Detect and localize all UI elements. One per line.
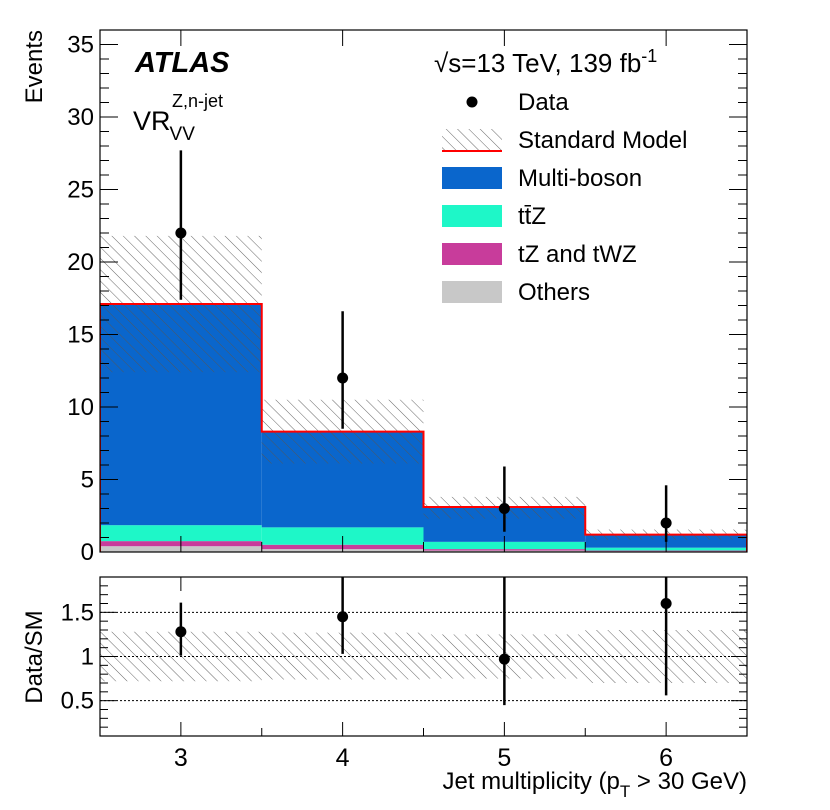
legend-swatch-others: [442, 281, 502, 303]
x-tick-label: 4: [336, 744, 350, 772]
legend-data-marker: [466, 96, 478, 108]
x-tick-label: 3: [174, 744, 188, 772]
y-tick-label: 0: [81, 539, 94, 566]
legend-label: Others: [518, 279, 590, 306]
legend-swatch-multi_boson: [442, 167, 502, 189]
y-tick-label: 5: [81, 467, 94, 494]
x-axis-title-tail: > 30 GeV): [630, 768, 747, 795]
y-tick-label: 25: [67, 177, 94, 204]
legend-label: tZ and tWZ: [518, 241, 637, 268]
energy-label-sup: -1: [641, 46, 657, 66]
data-point-3: [175, 227, 187, 239]
region-label-main: VR: [133, 106, 171, 136]
y-tick-label: 15: [67, 322, 94, 349]
ratio-point-4: [337, 611, 349, 623]
x-axis-title: Jet multiplicity (pT > 30 GeV): [443, 768, 748, 801]
ratio-y-axis-title: Data/SM: [21, 610, 48, 703]
ratio-panel: 0.5 1 1.5 3 4 5 6: [61, 576, 748, 772]
legend-sm-hatch: [442, 129, 502, 151]
main-y-axis-title: Events: [21, 30, 48, 103]
ratio-y-tick-label: 1: [81, 644, 94, 671]
y-tick-label: 35: [67, 32, 94, 59]
energy-label-main: √s=13 TeV, 139 fb: [434, 48, 641, 78]
data-point-4: [337, 372, 349, 384]
ratio-point-5: [498, 653, 510, 665]
energy-label: √s=13 TeV, 139 fb-1: [434, 46, 657, 78]
ratio-point-6: [660, 598, 672, 609]
ratio-y-tick-label: 0.5: [61, 688, 94, 715]
legend-swatch-tz_twz: [442, 243, 502, 265]
x-axis-title-sub: T: [620, 782, 630, 801]
x-tick-label: 5: [497, 744, 511, 772]
main-plot-area: [100, 150, 747, 552]
main-panel: 0 5 10 15 20 25 30 35: [67, 29, 748, 566]
legend-label: tt̄Z: [518, 203, 546, 230]
bar-tt-z-3: [100, 525, 262, 542]
legend-label: Data: [518, 89, 569, 116]
data-point-5: [498, 503, 510, 514]
y-tick-label: 10: [67, 394, 94, 421]
ratio-point-3: [175, 626, 187, 638]
y-tick-label: 20: [67, 249, 94, 276]
x-axis-title-main: Jet multiplicity (p: [443, 768, 620, 795]
ratio-y-tick-label: 1.5: [61, 599, 94, 626]
ratio-plot-area: [100, 577, 747, 706]
legend-label: Standard Model: [518, 127, 687, 154]
legend-swatch-ttz: [442, 205, 502, 227]
y-tick-label: 30: [67, 104, 94, 131]
region-label-sup: Z,n-jet: [172, 91, 223, 111]
data-point-6: [660, 517, 672, 529]
x-tick-label: 6: [659, 744, 673, 772]
legend: Data Standard Model Multi-boson tt̄Z tZ and …: [442, 89, 687, 306]
region-label-sub: VV: [170, 124, 196, 145]
legend-label: Multi-boson: [518, 165, 642, 192]
atlas-label: ATLAS: [134, 47, 230, 79]
region-label: VRVV: [133, 106, 195, 145]
